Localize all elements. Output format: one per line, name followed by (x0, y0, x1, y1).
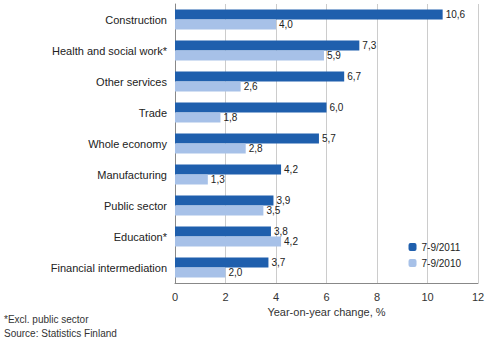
svg-text:4: 4 (273, 291, 279, 303)
svg-text:10: 10 (421, 291, 433, 303)
svg-text:0: 0 (172, 291, 178, 303)
svg-text:6: 6 (323, 291, 329, 303)
svg-text:4,2: 4,2 (284, 164, 298, 175)
svg-text:7-9/2010: 7-9/2010 (422, 258, 462, 269)
svg-text:Construction: Construction (105, 14, 167, 26)
svg-text:8: 8 (374, 291, 380, 303)
svg-text:5,9: 5,9 (327, 50, 341, 61)
svg-text:4,2: 4,2 (284, 236, 298, 247)
svg-text:Source: Statistics Finland: Source: Statistics Finland (4, 328, 117, 339)
svg-text:3,9: 3,9 (276, 195, 291, 206)
svg-text:3,8: 3,8 (274, 226, 288, 237)
svg-text:7,3: 7,3 (362, 40, 376, 51)
svg-text:3,5: 3,5 (266, 205, 280, 216)
svg-text:10,6: 10,6 (446, 9, 466, 20)
svg-text:2: 2 (222, 291, 228, 303)
svg-text:Education*: Education* (114, 231, 168, 243)
svg-text:Manufacturing: Manufacturing (97, 169, 167, 181)
svg-text:5,7: 5,7 (322, 133, 336, 144)
svg-text:2,8: 2,8 (249, 143, 263, 154)
svg-text:2,0: 2,0 (229, 267, 243, 278)
svg-text:1,8: 1,8 (223, 112, 237, 123)
svg-text:2,6: 2,6 (244, 81, 258, 92)
svg-text:Whole economy: Whole economy (88, 138, 167, 150)
svg-text:6,7: 6,7 (347, 71, 361, 82)
svg-text:6,0: 6,0 (330, 102, 344, 113)
svg-text:Trade: Trade (139, 107, 167, 119)
svg-text:1,3: 1,3 (211, 174, 225, 185)
svg-text:7-9/2011: 7-9/2011 (422, 242, 461, 253)
svg-text:Financial intermediation: Financial intermediation (51, 262, 167, 274)
svg-text:12: 12 (472, 291, 484, 303)
svg-text:Year-on-year change, %: Year-on-year change, % (267, 306, 385, 318)
svg-text:Other services: Other services (96, 76, 167, 88)
svg-text:Health and social work*: Health and social work* (52, 45, 168, 57)
svg-text:Public sector: Public sector (104, 200, 167, 212)
svg-text:4,0: 4,0 (279, 19, 293, 30)
svg-text:3,7: 3,7 (271, 257, 285, 268)
svg-text:*Excl. public sector: *Excl. public sector (4, 314, 89, 325)
